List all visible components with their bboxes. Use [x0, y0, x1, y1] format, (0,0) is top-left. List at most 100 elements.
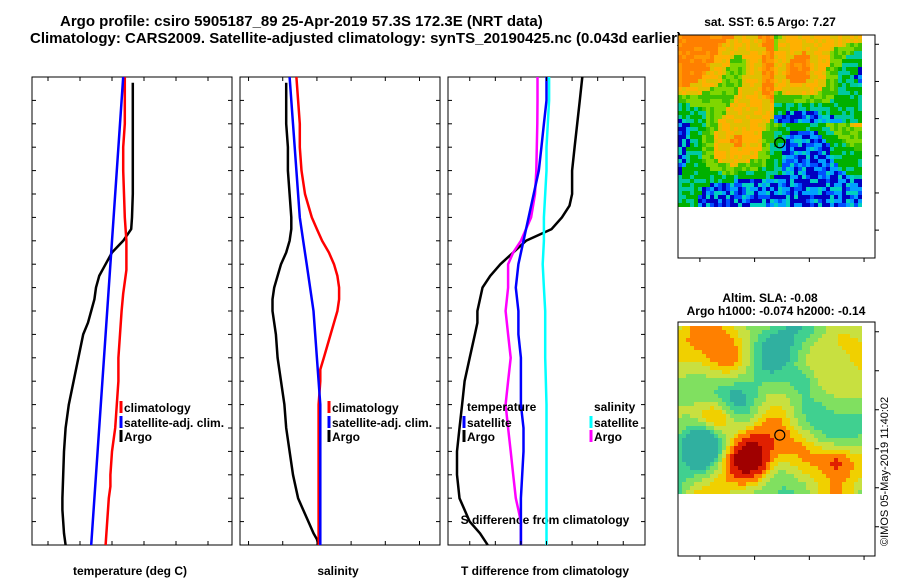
sla-cell	[702, 338, 706, 342]
sla-cell	[682, 394, 686, 398]
sst-cell	[758, 167, 762, 171]
sla-cell	[686, 366, 690, 370]
sst-cell	[694, 179, 698, 183]
sst-cell	[842, 95, 846, 99]
sst-cell	[826, 151, 830, 155]
sla-cell	[698, 402, 702, 406]
sla-cell	[842, 434, 846, 438]
sst-cell	[814, 195, 818, 199]
sla-cell	[754, 374, 758, 378]
sst-cell	[758, 127, 762, 131]
sla-cell	[818, 394, 822, 398]
sst-cell	[826, 107, 830, 111]
sst-cell	[838, 163, 842, 167]
sst-cell	[842, 119, 846, 123]
sla-cell	[682, 458, 686, 462]
sst-cell	[810, 47, 814, 51]
sla-cell	[710, 342, 714, 346]
sla-cell	[770, 374, 774, 378]
sla-cell	[758, 370, 762, 374]
sst-cell	[794, 99, 798, 103]
sla-cell	[858, 394, 862, 398]
sst-cell	[810, 71, 814, 75]
sla-cell	[758, 466, 762, 470]
sst-cell	[750, 79, 754, 83]
sla-cell	[766, 466, 770, 470]
sla-cell	[834, 358, 838, 362]
sst-cell	[858, 187, 862, 191]
sst-cell	[722, 167, 726, 171]
sst-cell	[798, 63, 802, 67]
sst-cell	[730, 99, 734, 103]
sla-cell	[726, 446, 730, 450]
sst-cell	[766, 75, 770, 79]
sst-cell	[802, 159, 806, 163]
sst-cell	[766, 203, 770, 207]
sla-cell	[694, 442, 698, 446]
sst-cell	[846, 43, 850, 47]
legend-temperature-heading: temperature	[467, 400, 537, 414]
sla-field	[678, 326, 862, 494]
sst-cell	[694, 131, 698, 135]
sst-cell	[822, 195, 826, 199]
sst-cell	[690, 191, 694, 195]
sst-cell	[830, 35, 834, 39]
sla-cell	[822, 330, 826, 334]
sst-cell	[810, 111, 814, 115]
sst-cell	[714, 195, 718, 199]
sla-cell	[754, 418, 758, 422]
sst-cell	[710, 51, 714, 55]
sst-cell	[858, 123, 862, 127]
sst-cell	[850, 135, 854, 139]
sst-cell	[806, 63, 810, 67]
sst-cell	[834, 79, 838, 83]
sst-cell	[698, 179, 702, 183]
sla-cell	[802, 406, 806, 410]
sla-cell	[750, 390, 754, 394]
sst-cell	[778, 131, 782, 135]
sla-cell	[754, 378, 758, 382]
sla-cell	[826, 434, 830, 438]
sla-cell	[678, 474, 682, 478]
sst-cell	[750, 135, 754, 139]
sla-cell	[838, 438, 842, 442]
sst-cell	[694, 87, 698, 91]
sla-cell	[678, 414, 682, 418]
sla-cell	[850, 482, 854, 486]
sst-cell	[690, 183, 694, 187]
sla-cell	[846, 410, 850, 414]
sla-cell	[714, 438, 718, 442]
sst-cell	[690, 119, 694, 123]
sst-cell	[798, 95, 802, 99]
sla-cell	[818, 478, 822, 482]
sst-cell	[846, 143, 850, 147]
sla-cell	[686, 450, 690, 454]
sst-cell	[750, 35, 754, 39]
sla-cell	[754, 470, 758, 474]
sla-cell	[722, 386, 726, 390]
sst-cell	[858, 171, 862, 175]
sst-cell	[722, 199, 726, 203]
sst-cell	[782, 111, 786, 115]
sst-cell	[850, 203, 854, 207]
sla-cell	[706, 486, 710, 490]
sst-cell	[790, 43, 794, 47]
sla-cell	[682, 454, 686, 458]
sst-cell	[698, 199, 702, 203]
sla-cell	[766, 362, 770, 366]
sst-cell	[778, 123, 782, 127]
sla-cell	[722, 334, 726, 338]
sla-cell	[770, 474, 774, 478]
sla-cell	[798, 410, 802, 414]
sst-cell	[858, 147, 862, 151]
sst-cell	[782, 195, 786, 199]
sla-cell	[758, 478, 762, 482]
sla-cell	[706, 438, 710, 442]
sla-cell	[810, 466, 814, 470]
sst-cell	[746, 115, 750, 119]
sst-cell	[682, 47, 686, 51]
sst-cell	[694, 151, 698, 155]
sla-cell	[806, 466, 810, 470]
sst-cell	[810, 143, 814, 147]
sst-cell	[682, 187, 686, 191]
